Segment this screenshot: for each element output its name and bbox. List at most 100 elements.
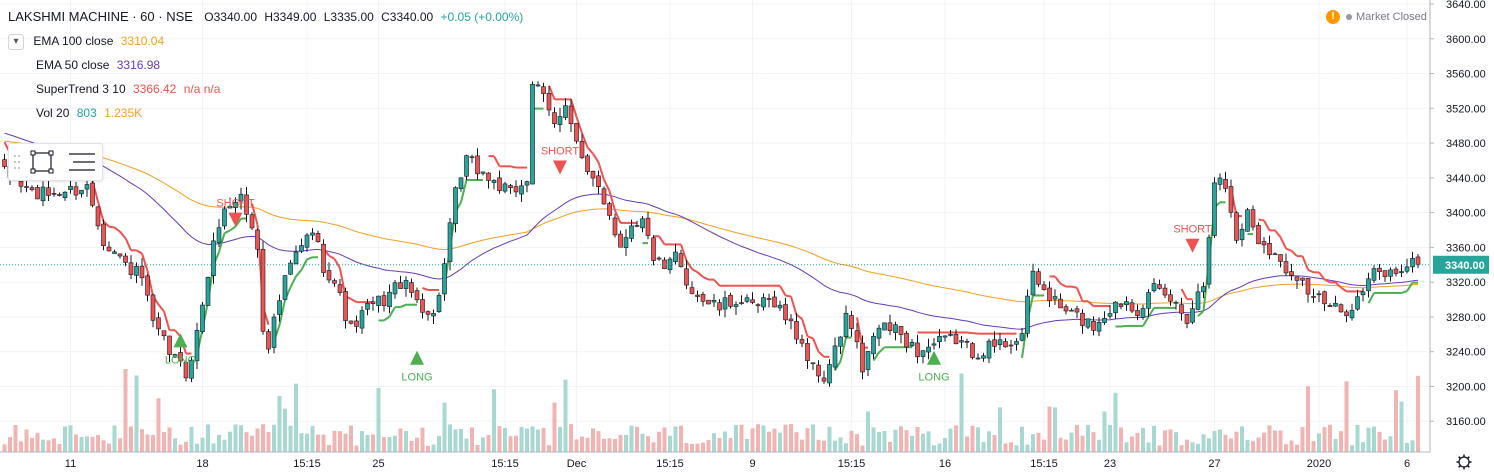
supertrend-segment [295,269,303,277]
supertrend-segment [603,179,611,192]
candle [1184,313,1190,329]
rectangle-tool-icon[interactable] [30,150,54,174]
candle [2,153,7,169]
volume-bar [888,441,892,452]
candle [255,228,260,258]
volume-bar [41,439,45,452]
candle [1327,303,1333,308]
candle [706,299,711,305]
candle [821,370,827,384]
candle [1074,305,1080,318]
candle [1162,283,1168,299]
supertrend-segment [1147,307,1155,318]
supertrend-segment [790,296,798,316]
volume-bar [30,437,34,452]
volume-bar [13,425,18,452]
volume-bar [481,437,485,452]
candle [370,296,376,311]
chart-settings-icon[interactable] [1430,452,1494,474]
candle [1300,277,1305,286]
volume-bar [1416,375,1420,452]
volume-bar [1064,439,1068,452]
price-axis[interactable]: 3640.00 3600.00 3560.00 3520.00 3480.00 3440.… [1429,0,1494,474]
candle [24,180,29,193]
candle [1157,279,1162,290]
candle [519,180,524,202]
supertrend-segment [328,254,336,260]
candle [222,206,227,230]
candle [700,291,706,307]
volume-bar [1372,426,1376,452]
volume-bar [805,428,810,452]
candle [739,295,744,305]
time-tick-label: 18 [196,458,208,470]
svg-text:LONG: LONG [918,372,949,384]
candle [442,258,447,301]
volume-bars [2,369,1420,452]
supertrend-segment [1401,290,1408,294]
collapse-legend-button[interactable]: ▾ [8,33,24,50]
volume-bar [750,428,755,452]
volume-bar [970,425,975,452]
volume-bar [871,427,876,452]
volume-bar [838,437,843,452]
candle [200,301,205,334]
drag-handle-icon[interactable] [14,155,20,169]
candle [513,180,519,197]
price-tick-label: 3320.00 [1446,277,1486,289]
volume-bar [1410,440,1415,452]
candle [1096,317,1102,337]
candle [948,329,953,337]
time-axis[interactable]: 11 18 15:15 25 15:15 Dec 15:15 9 15:15 16 15:15 23 2… [0,451,1430,474]
volume-bar [717,437,722,452]
candle [1393,266,1399,277]
legend-supertrend[interactable]: SuperTrend 3 10 3366.42 n/a n/a [8,77,523,101]
candle [304,233,310,252]
supertrend-segment [119,231,127,239]
candle [227,197,233,209]
legend-ema-100[interactable]: ▾ EMA 100 close 3310.04 [8,29,523,53]
candle [420,293,425,319]
volume-bar [1119,427,1123,452]
close-value: C3340.00 [381,10,434,24]
price-tick-label: 3400.00 [1446,208,1486,220]
warning-icon[interactable]: ! [1326,10,1340,24]
supertrend-segment [1142,316,1150,327]
object-tree-icon[interactable] [69,153,95,171]
candle [1234,211,1239,244]
legend-ema-50[interactable]: EMA 50 close 3316.98 [8,53,523,77]
symbol-title[interactable]: LAKSHMI MACHINE · 60 · NSE [8,9,193,24]
market-status[interactable]: ! Market Closed [1326,10,1427,24]
time-tick-label: 15:15 [838,458,866,470]
indicator-name: EMA 50 close [36,58,110,72]
volume-bar [8,437,12,452]
candle [1085,318,1091,330]
candle [1410,251,1415,273]
volume-bar [1218,429,1222,452]
volume-bar [206,424,210,452]
candle [601,186,607,205]
volume-bar [1223,434,1228,452]
volume-bar [1284,444,1288,452]
volume-bar [943,438,947,452]
supertrend-segment [400,303,407,309]
time-tick-label: 15:15 [656,458,684,470]
candle [524,180,530,193]
price-tick-label: 3200.00 [1446,381,1486,393]
volume-bar [1075,425,1079,452]
volume-bar [866,411,870,452]
volume-bar [123,369,128,452]
legend-main-series[interactable]: LAKSHMI MACHINE · 60 · NSE O3340.00 H334… [8,5,523,29]
candle [381,291,387,312]
candle [623,229,629,256]
volume-bar [651,442,656,452]
legend-volume[interactable]: Vol 20 803 1.235K [8,101,523,125]
supertrend-segment [570,99,578,118]
candle [425,310,431,321]
candle [1272,252,1278,256]
volume-bar [63,426,67,452]
volume-bar [695,443,700,452]
time-tick-label: 27 [1208,458,1220,470]
candle [1069,308,1074,312]
